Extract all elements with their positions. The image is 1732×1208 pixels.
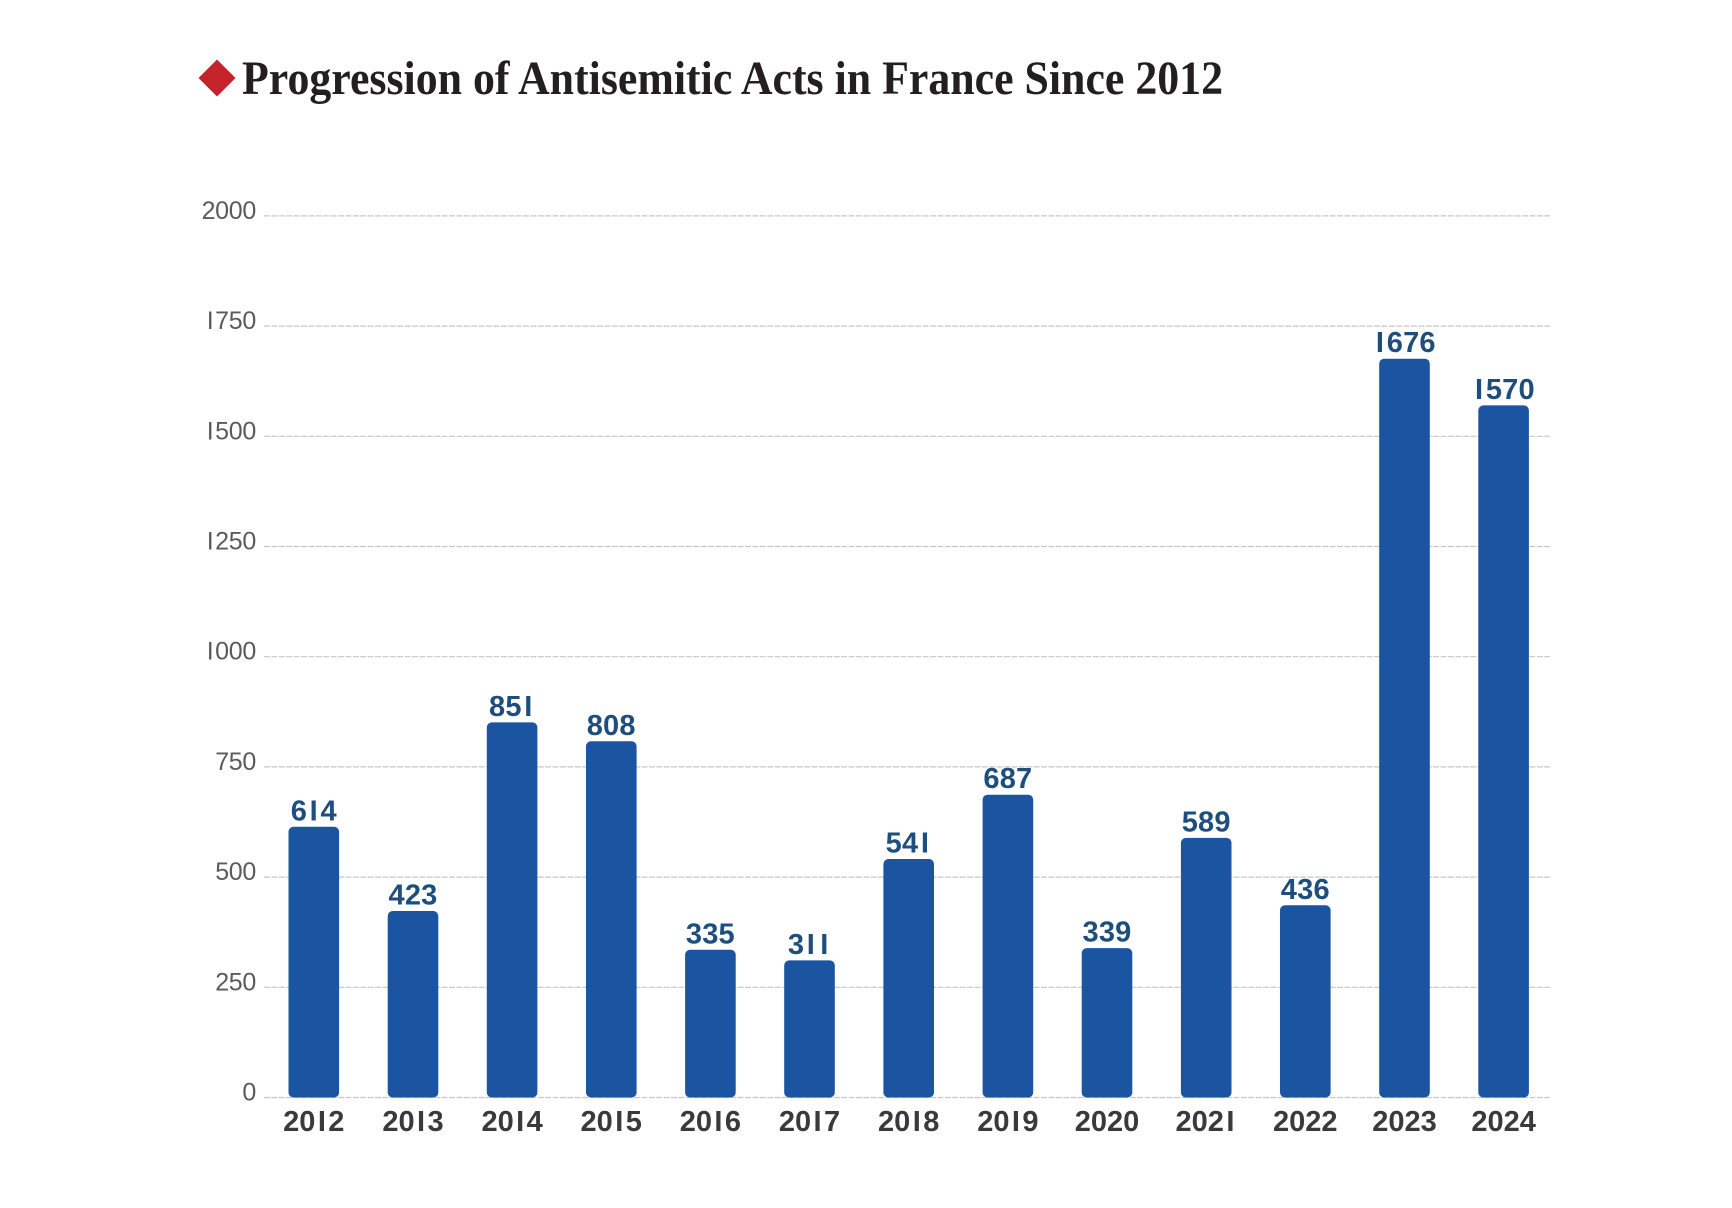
svg-text:808: 808 (587, 710, 636, 742)
svg-text:20 I 5: 20 I 5 (581, 1106, 642, 1138)
svg-text:20 I 8: 20 I 8 (878, 1106, 939, 1138)
svg-text:20 I 7: 20 I 7 (779, 1106, 840, 1138)
svg-text:20 I 6: 20 I 6 (680, 1106, 741, 1138)
svg-text:I 000: I 000 (205, 638, 256, 666)
svg-text:589: 589 (1182, 806, 1231, 838)
svg-text:2000: 2000 (202, 197, 256, 225)
svg-text:335: 335 (686, 918, 735, 950)
svg-text:339: 339 (1083, 917, 1132, 949)
svg-text:3 I I: 3 I I (788, 929, 831, 961)
svg-text:54 I: 54 I (886, 828, 932, 860)
svg-text:423: 423 (389, 880, 438, 912)
svg-text:20 I 4: 20 I 4 (481, 1106, 542, 1138)
svg-text:20 I 9: 20 I 9 (977, 1106, 1038, 1138)
svg-text:I 250: I 250 (205, 528, 256, 556)
svg-text:2022: 2022 (1273, 1106, 1338, 1138)
svg-text:436: 436 (1281, 874, 1330, 906)
svg-text:I 570: I 570 (1472, 374, 1535, 406)
svg-text:500: 500 (215, 858, 256, 886)
svg-text:2023: 2023 (1372, 1106, 1437, 1138)
svg-text:I 500: I 500 (205, 417, 256, 445)
svg-text:Progression of Antisemitic Act: Progression of Antisemitic Acts in Franc… (242, 52, 1223, 105)
svg-text:20 I 3: 20 I 3 (382, 1106, 443, 1138)
svg-text:250: 250 (215, 968, 256, 996)
svg-text:2020: 2020 (1075, 1106, 1140, 1138)
svg-text:2024: 2024 (1471, 1106, 1536, 1138)
svg-text:6 I 4: 6 I 4 (291, 795, 337, 827)
svg-text:687: 687 (983, 763, 1032, 795)
svg-text:85 I: 85 I (489, 691, 535, 723)
svg-text:202 I: 202 I (1176, 1106, 1237, 1138)
svg-text:I 676: I 676 (1373, 327, 1436, 359)
svg-text:750: 750 (215, 748, 256, 776)
svg-text:I 750: I 750 (205, 307, 256, 335)
svg-text:0: 0 (242, 1079, 256, 1107)
svg-text:20 I 2: 20 I 2 (283, 1106, 344, 1138)
